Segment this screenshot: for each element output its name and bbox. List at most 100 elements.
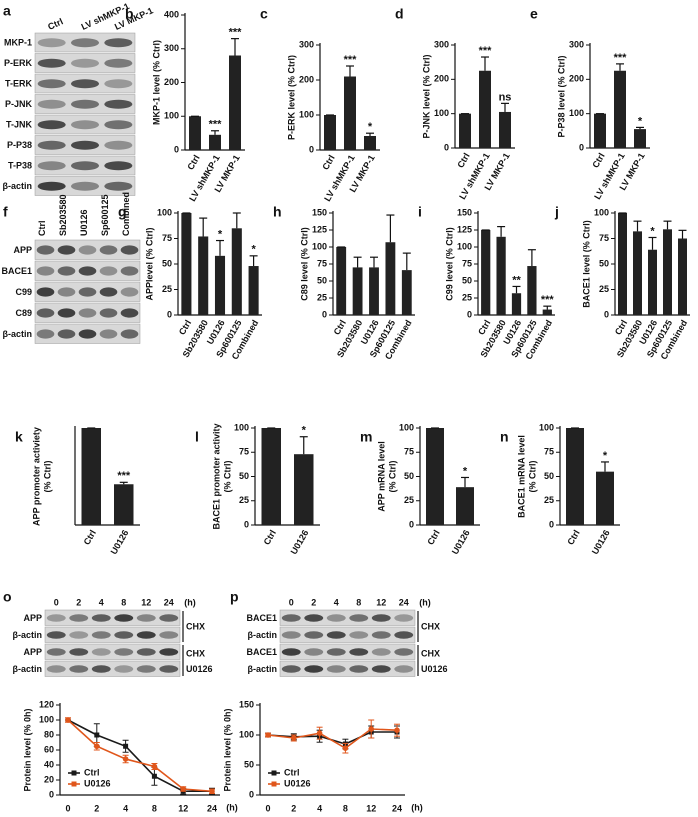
- y-tick-label: 0: [467, 309, 472, 319]
- panel-label: d: [395, 6, 404, 22]
- marker: [342, 745, 349, 751]
- bar: [566, 428, 584, 525]
- significance: *: [638, 115, 643, 127]
- y-tick-label: 25: [462, 292, 472, 302]
- x-tick-label: 0: [65, 803, 70, 813]
- panel-label: h: [273, 204, 282, 220]
- row-label: β-actin: [248, 664, 278, 674]
- y-tick-label: 50: [244, 759, 254, 769]
- lane-label: Combined: [121, 192, 131, 236]
- panel-label: j: [554, 204, 559, 220]
- row-label: β-actin: [3, 329, 33, 339]
- significance: *: [603, 450, 608, 462]
- condition-label: CHX: [186, 621, 205, 631]
- y-tick-label: 400: [164, 9, 179, 19]
- significance: ***: [479, 45, 493, 57]
- lane-label: Sb203580: [58, 194, 68, 236]
- significance: ***: [344, 54, 358, 66]
- marker: [122, 756, 129, 762]
- bar: [481, 230, 491, 315]
- row-label: APP: [23, 613, 42, 623]
- y-tick-label: 50: [599, 258, 609, 268]
- marker: [151, 763, 158, 770]
- bar: [385, 242, 396, 315]
- blot-band: [159, 648, 179, 656]
- x-tick-label: Ctrl: [320, 153, 336, 171]
- blot-band: [71, 181, 99, 191]
- x-unit: (h): [226, 802, 238, 812]
- y-tick-label: 75: [544, 447, 554, 457]
- blot-band: [36, 287, 55, 297]
- row-label: β-actin: [3, 181, 33, 191]
- y-tick-label: 75: [239, 447, 249, 457]
- y-axis-label: Protein level (% 0h): [222, 708, 232, 791]
- y-tick-label: 150: [239, 699, 254, 709]
- significance: ***: [229, 27, 243, 39]
- lane-label: 12: [376, 597, 386, 607]
- y-axis-label: (% Ctrl): [527, 461, 537, 493]
- bar: [459, 113, 471, 148]
- blot-band: [159, 665, 179, 673]
- line: [267, 728, 398, 750]
- blot-band: [71, 38, 99, 48]
- significance: ***: [541, 294, 555, 306]
- y-tick-label: 75: [462, 258, 472, 268]
- bar: [369, 267, 379, 315]
- y-tick-label: 0: [174, 144, 179, 154]
- blot-band: [281, 665, 301, 673]
- blot-strip: [34, 302, 141, 323]
- lane-label: 2: [311, 597, 316, 607]
- y-tick-label: 100: [399, 422, 414, 432]
- lane-label: 4: [334, 597, 339, 607]
- y-axis-label: P-ERK level (% Ctrl): [286, 55, 296, 140]
- marker: [94, 732, 100, 738]
- y-tick-label: 25: [239, 495, 249, 505]
- blot-band: [99, 308, 118, 318]
- bar: [336, 247, 347, 315]
- blot-band: [104, 161, 133, 171]
- y-tick-label: 0: [167, 309, 172, 319]
- significance: *: [218, 228, 223, 240]
- y-tick-label: 100: [234, 422, 249, 432]
- x-tick-label: Ctrl: [82, 528, 98, 546]
- x-tick-label: Ctrl: [590, 151, 606, 169]
- blot-band: [136, 614, 156, 622]
- lane-label: 24: [164, 597, 174, 607]
- blot-band: [91, 631, 111, 639]
- row-label: P-JNK: [5, 99, 33, 109]
- bar: [364, 136, 376, 150]
- y-axis-label: MKP-1 level (% Ctrl): [151, 40, 161, 125]
- y-tick-label: 0: [444, 142, 449, 152]
- blot-band: [99, 329, 118, 339]
- y-axis-label: (% Ctrl): [387, 461, 397, 493]
- blot-band: [281, 631, 301, 639]
- x-tick-label: Ctrl: [425, 528, 441, 546]
- y-tick-label: 150: [312, 207, 327, 217]
- y-axis-label: Protein level (% 0h): [22, 708, 32, 791]
- x-tick-label: Ctrl: [262, 528, 278, 546]
- bar: [614, 70, 626, 148]
- blot-band: [371, 614, 391, 622]
- blot-band: [37, 140, 66, 150]
- blot-band: [114, 614, 134, 622]
- y-tick-label: 125: [457, 224, 472, 234]
- lane-label: 8: [356, 597, 361, 607]
- row-label: β-actin: [13, 630, 43, 640]
- significance: *: [650, 225, 655, 237]
- bar: [633, 231, 642, 315]
- bar: [527, 266, 537, 315]
- blot-band: [371, 665, 391, 673]
- row-label: T-ERK: [5, 79, 33, 89]
- bar: [352, 267, 363, 315]
- bar: [294, 454, 314, 525]
- blot-band: [136, 631, 156, 639]
- blot-band: [349, 648, 369, 656]
- blot-band: [37, 38, 66, 48]
- significance: *: [463, 465, 468, 477]
- blot-strip: [34, 114, 136, 135]
- significance: ***: [117, 470, 131, 482]
- lane-label: 2: [76, 597, 81, 607]
- panel-label: e: [530, 6, 538, 22]
- y-tick-label: 0: [604, 309, 609, 319]
- bar: [189, 116, 201, 150]
